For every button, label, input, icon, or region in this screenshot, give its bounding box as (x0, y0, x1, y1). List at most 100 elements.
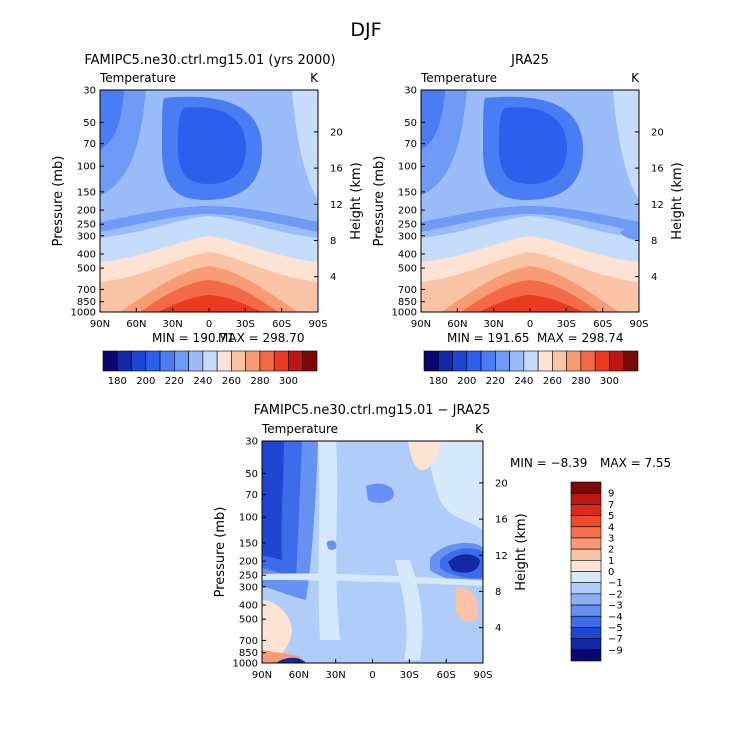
height-tick-label: 16 (330, 164, 343, 175)
y-tick-label: 500 (398, 264, 417, 275)
y-tick-label: 700 (398, 285, 417, 296)
height-tick-label: 4 (651, 272, 657, 283)
y-axis-title: Pressure (mb) (51, 156, 66, 247)
colorbar-swatch (570, 504, 602, 516)
model-contour-cold-core (178, 107, 246, 184)
x-tick-label: 90N (411, 319, 431, 330)
colorbar-label: 2 (608, 545, 614, 556)
x-tick-label: 60N (289, 670, 309, 681)
colorbar-swatch (245, 350, 261, 372)
colorbar-swatch (466, 350, 482, 372)
colorbar-label: 300 (279, 376, 298, 387)
x-tick-label: 90N (252, 670, 272, 681)
obs-contour-pole-pale (613, 90, 639, 200)
panel-model: FAMIPC5.ne30.ctrl.mg15.01 (yrs 2000) Tem… (51, 53, 364, 387)
y-tick-label: 70 (245, 490, 258, 501)
colorbar-swatch (552, 350, 567, 372)
colorbar-swatch (188, 350, 204, 372)
colorbar-swatch (174, 350, 189, 372)
obs-title: JRA25 (510, 53, 549, 68)
colorbar-swatch (509, 350, 525, 372)
y-tick-label: 300 (77, 231, 96, 242)
height-tick-label: 20 (651, 127, 664, 138)
y-tick-label: 200 (77, 206, 96, 217)
colorbar-label: 280 (250, 376, 269, 387)
model-units-label: K (310, 71, 319, 85)
colorbar-label: −9 (608, 645, 623, 656)
x-tick-label: 30S (557, 319, 576, 330)
height-tick-label: 8 (651, 236, 657, 247)
height-tick-label: 16 (651, 164, 664, 175)
model-title: FAMIPC5.ne30.ctrl.mg15.01 (yrs 2000) (84, 53, 335, 68)
x-tick-label: 30N (484, 319, 504, 330)
colorbar-label: 220 (486, 376, 505, 387)
y-tick-label: 400 (239, 600, 258, 611)
x-tick-label: 0 (206, 319, 212, 330)
right-axis-title: Height (km) (670, 162, 685, 239)
colorbar-swatch (480, 350, 496, 372)
colorbar-swatch (580, 350, 596, 372)
colorbar-label: 240 (193, 376, 212, 387)
model-contour-blue-dark (100, 90, 124, 150)
diff-variable-label: Temperature (261, 422, 338, 436)
x-tick-label: 0 (369, 670, 375, 681)
diff-contour-sh-tropopause (262, 573, 483, 586)
y-tick-label: 1000 (392, 308, 417, 319)
height-tick-label: 8 (495, 587, 501, 598)
colorbar-swatch (423, 350, 439, 372)
model-contour-field (100, 90, 318, 312)
height-tick-label: 4 (495, 623, 501, 634)
diff-units-label: K (475, 422, 484, 436)
obs-colorbar: 180 200 220 240 260 280 300 (423, 350, 639, 387)
colorbar-swatch (145, 350, 161, 372)
height-tick-label: 8 (330, 236, 336, 247)
colorbar-label: −7 (608, 634, 623, 645)
obs-min-label: MIN = 191.65 (447, 331, 530, 345)
height-tick-label: 12 (495, 551, 508, 562)
diff-min-label: MIN = −8.39 (510, 456, 587, 470)
diff-max-label: MAX = 7.55 (600, 456, 671, 470)
obs-contour-blue-dark (421, 90, 445, 150)
obs-contour-cold-core (499, 107, 567, 184)
x-tick-label: 90S (473, 670, 492, 681)
colorbar-swatch (570, 481, 602, 494)
y-tick-label: 300 (398, 231, 417, 242)
colorbar-swatch (202, 350, 218, 372)
colorbar-swatch (495, 350, 510, 372)
colorbar-swatch (523, 350, 539, 372)
y-tick-label: 850 (77, 297, 96, 308)
page-title: DJF (350, 19, 381, 41)
panel-obs: JRA25 Temperature K 30507010015020025030… (372, 53, 685, 387)
colorbar-swatch (570, 582, 602, 595)
colorbar-swatch (609, 350, 625, 372)
y-tick-label: 100 (77, 162, 96, 173)
colorbar-swatch (570, 560, 602, 572)
colorbar-swatch (159, 350, 175, 372)
model-max-label: MAX = 298.70 (218, 331, 304, 345)
y-tick-label: 850 (398, 297, 417, 308)
x-tick-label: 30S (236, 319, 255, 330)
model-contour-tropical-band (100, 206, 318, 232)
colorbar-swatch (131, 350, 147, 372)
colorbar-label: −2 (608, 589, 623, 600)
height-tick-label: 12 (330, 200, 343, 211)
colorbar-label: 5 (608, 511, 614, 522)
y-tick-label: 30 (404, 86, 417, 97)
height-tick-label: 20 (330, 127, 343, 138)
right-axis-title: Height (km) (514, 513, 529, 590)
obs-variable-label: Temperature (420, 71, 497, 85)
colorbar-swatch (102, 350, 118, 372)
x-tick-label: 60S (437, 670, 456, 681)
colorbar-swatch (259, 350, 275, 372)
colorbar-swatch (302, 350, 318, 372)
height-tick-label: 16 (495, 515, 508, 526)
colorbar-swatch (623, 350, 639, 372)
diff-contour-warm-west (262, 600, 292, 662)
diff-contour-pale-mid (395, 560, 423, 660)
y-tick-label: 50 (404, 118, 417, 129)
colorbar-label: −5 (608, 623, 623, 634)
height-tick-label: 4 (330, 272, 336, 283)
colorbar-swatch (537, 350, 553, 372)
